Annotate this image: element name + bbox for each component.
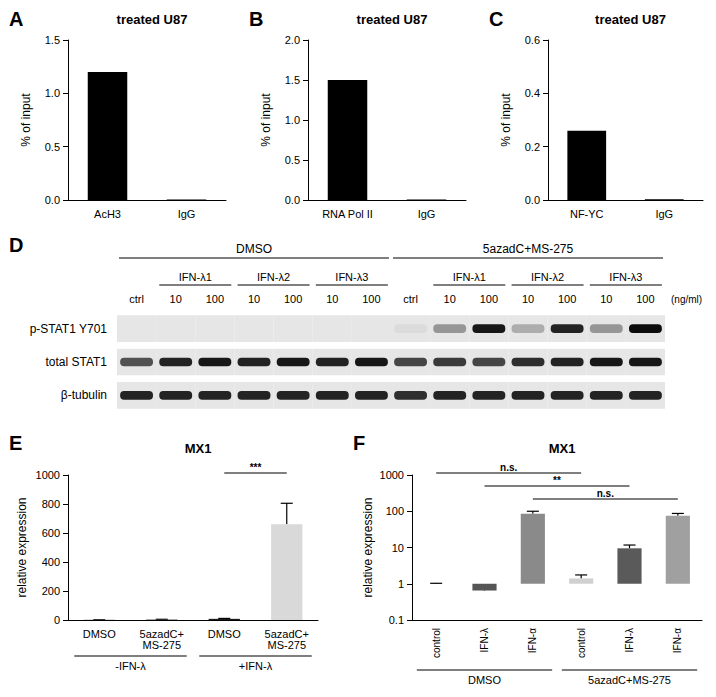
svg-text:100: 100	[362, 293, 380, 305]
svg-text:10: 10	[600, 293, 612, 305]
svg-text:treated U87: treated U87	[117, 12, 188, 27]
svg-text:10: 10	[392, 542, 404, 554]
svg-text:1.5: 1.5	[285, 74, 300, 86]
svg-text:IFN-λ1: IFN-λ1	[453, 271, 486, 283]
svg-text:1.0: 1.0	[45, 87, 60, 99]
svg-text:10: 10	[522, 293, 534, 305]
svg-text:0.0: 0.0	[285, 194, 300, 206]
svg-text:n.s.: n.s.	[500, 462, 517, 473]
svg-text:**: **	[553, 475, 561, 486]
svg-text:100: 100	[386, 505, 404, 517]
svg-text:1000: 1000	[380, 469, 404, 481]
svg-text:5azadC+MS-275: 5azadC+MS-275	[588, 674, 671, 686]
svg-text:2.0: 2.0	[285, 34, 300, 46]
svg-text:IFN-λ2: IFN-λ2	[257, 271, 290, 283]
svg-text:800: 800	[42, 498, 60, 510]
svg-text:5azadC+MS-275: 5azadC+MS-275	[483, 242, 574, 256]
svg-text:10: 10	[170, 293, 182, 305]
svg-text:RNA Pol II: RNA Pol II	[322, 208, 373, 220]
svg-text:100: 100	[558, 293, 576, 305]
svg-text:control: control	[576, 628, 587, 658]
svg-text:-IFN-λ: -IFN-λ	[115, 660, 146, 672]
svg-text:relative expression: relative expression	[15, 497, 29, 597]
svg-text:D: D	[9, 234, 23, 256]
svg-text:% of input: % of input	[499, 93, 513, 147]
svg-text:10: 10	[326, 293, 338, 305]
svg-text:% of input: % of input	[259, 93, 273, 147]
svg-text:IgG: IgG	[178, 208, 196, 220]
svg-text:100: 100	[206, 293, 224, 305]
svg-text:IFN-α: IFN-α	[672, 628, 683, 653]
svg-text:1000: 1000	[36, 469, 60, 481]
svg-text:10: 10	[248, 293, 260, 305]
svg-text:MX1: MX1	[185, 441, 212, 456]
svg-text:100: 100	[284, 293, 302, 305]
svg-text:100: 100	[480, 293, 498, 305]
svg-text:0.0: 0.0	[45, 194, 60, 206]
svg-text:0.5: 0.5	[45, 141, 60, 153]
svg-text:DMSO: DMSO	[468, 674, 501, 686]
svg-text:0: 0	[54, 614, 60, 626]
svg-text:5azadC+: 5azadC+	[139, 627, 184, 640]
svg-text:% of input: % of input	[19, 93, 33, 147]
svg-text:C: C	[489, 8, 503, 30]
svg-text:0.5: 0.5	[285, 154, 300, 166]
svg-text:A: A	[9, 8, 23, 30]
svg-text:ctrl: ctrl	[129, 293, 144, 305]
svg-text:DMSO: DMSO	[236, 242, 272, 256]
svg-text:n.s.: n.s.	[597, 488, 614, 499]
svg-text:5azadC+: 5azadC+	[264, 627, 309, 640]
svg-text:1: 1	[398, 578, 404, 590]
svg-text:***: ***	[250, 462, 262, 473]
svg-text:ctrl: ctrl	[403, 293, 418, 305]
svg-text:NF-YC: NF-YC	[570, 208, 604, 220]
svg-text:0.4: 0.4	[525, 87, 540, 99]
svg-text:treated U87: treated U87	[357, 12, 428, 27]
svg-text:p-STAT1 Y701: p-STAT1 Y701	[30, 322, 108, 336]
svg-text:0.2: 0.2	[525, 141, 540, 153]
svg-text:0.1: 0.1	[389, 614, 404, 626]
svg-text:MX1: MX1	[549, 441, 576, 456]
svg-text:IgG: IgG	[418, 208, 436, 220]
svg-text:0.0: 0.0	[525, 194, 540, 206]
svg-text:F: F	[353, 432, 365, 454]
svg-text:IgG: IgG	[655, 208, 673, 220]
svg-text:relative expression: relative expression	[361, 497, 375, 597]
svg-text:100: 100	[636, 293, 654, 305]
svg-text:0.6: 0.6	[525, 34, 540, 46]
svg-text:(ng/ml): (ng/ml)	[671, 294, 702, 305]
svg-text:E: E	[9, 432, 22, 454]
svg-text:DMSO: DMSO	[208, 628, 241, 640]
svg-text:DMSO: DMSO	[83, 628, 116, 640]
svg-text:10: 10	[444, 293, 456, 305]
svg-text:control: control	[431, 628, 442, 658]
svg-text:MS-275: MS-275	[267, 639, 306, 651]
svg-text:IFN-λ3: IFN-λ3	[609, 271, 642, 283]
svg-text:β-tubulin: β-tubulin	[61, 388, 107, 402]
svg-text:IFN-λ1: IFN-λ1	[179, 271, 212, 283]
svg-text:400: 400	[42, 556, 60, 568]
svg-text:1.0: 1.0	[285, 114, 300, 126]
svg-text:IFN-λ: IFN-λ	[479, 628, 490, 652]
svg-text:IFN-λ3: IFN-λ3	[335, 271, 368, 283]
svg-text:IFN-λ2: IFN-λ2	[531, 271, 564, 283]
svg-text:600: 600	[42, 527, 60, 539]
svg-text:treated U87: treated U87	[595, 12, 666, 27]
svg-text:IFN-λ: IFN-λ	[624, 628, 635, 652]
svg-text:200: 200	[42, 585, 60, 597]
svg-text:total STAT1: total STAT1	[45, 355, 107, 369]
svg-text:MS-275: MS-275	[142, 639, 181, 651]
svg-text:B: B	[249, 8, 263, 30]
svg-text:+IFN-λ: +IFN-λ	[239, 660, 273, 672]
svg-text:IFN-α: IFN-α	[527, 628, 538, 653]
svg-text:1.5: 1.5	[45, 34, 60, 46]
svg-text:AcH3: AcH3	[94, 208, 121, 220]
